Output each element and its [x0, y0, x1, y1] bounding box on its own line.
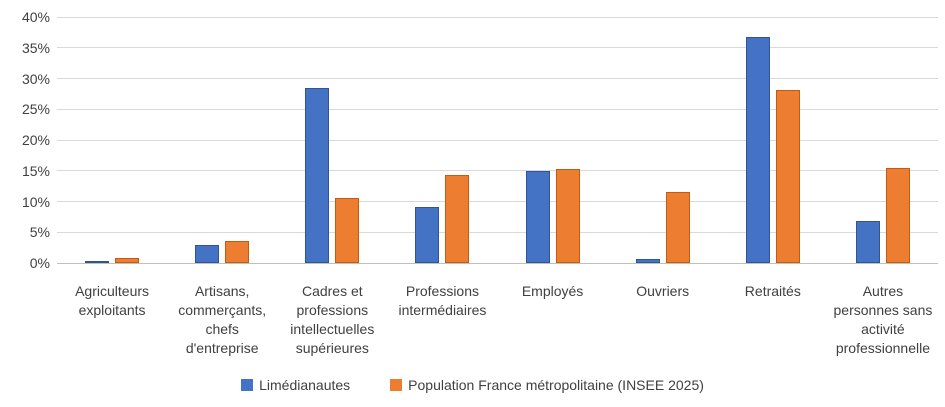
y-tick-label: 40%: [21, 9, 50, 25]
gridline: [57, 201, 938, 202]
x-axis-line: [57, 262, 938, 264]
gridline: [57, 170, 938, 172]
legend-item-series1: Population France métropolitaine (INSEE …: [390, 377, 704, 393]
bar-series1-cat5: [665, 191, 690, 263]
bar-group: [57, 17, 167, 263]
gridline: [57, 47, 938, 49]
y-tick-label: 0%: [29, 255, 50, 271]
x-axis-label: Autres personnes sans activité professio…: [833, 283, 933, 356]
gridline: [57, 78, 938, 79]
legend-label: Population France métropolitaine (INSEE …: [408, 377, 704, 393]
bar-group: [167, 17, 277, 263]
gridline: [57, 16, 938, 18]
bar-series1-cat6: [775, 90, 800, 263]
bar-group: [828, 17, 938, 263]
bar-group: [718, 17, 828, 263]
x-axis-label: Ouvriers: [636, 283, 690, 299]
y-tick-label: 35%: [21, 39, 50, 56]
bar-series0-cat3: [415, 207, 440, 263]
bar-group: [608, 17, 718, 263]
x-axis-label: Cadres et professions intellectuelles su…: [290, 283, 375, 356]
bar-group: [498, 17, 608, 263]
bar-series0-cat6: [745, 36, 770, 263]
bar-series1-cat2: [335, 197, 360, 263]
bar-series0-cat2: [305, 87, 330, 263]
x-axis-label: Retraités: [744, 283, 801, 299]
x-axis-label: Professions intermédiaires: [398, 283, 487, 318]
y-tick-label: 10%: [21, 193, 50, 210]
y-tick-label: 20%: [21, 132, 50, 148]
bar-series0-cat5: [635, 258, 660, 263]
bar-series1-cat1: [225, 241, 250, 263]
plot-area: [57, 16, 938, 264]
legend-swatch-icon: [390, 379, 403, 391]
bar-series1-cat7: [885, 167, 910, 263]
y-tick-label: 25%: [21, 101, 50, 118]
legend-item-series0: Limédianautes: [241, 377, 350, 393]
bar-series1-cat4: [555, 168, 580, 263]
bar-series0-cat1: [195, 245, 220, 263]
bar-series0-cat0: [85, 261, 110, 263]
bar-series1-cat3: [445, 175, 470, 263]
y-tick-label: 5%: [29, 224, 50, 241]
legend-swatch-icon: [241, 379, 254, 391]
x-axis-label: Artisans, commerçants, chefs d'entrepris…: [178, 283, 267, 356]
x-axis-label: Employés: [521, 283, 584, 299]
x-axis-label: Agriculteurs exploitants: [75, 283, 150, 318]
y-tick-label: 15%: [21, 162, 50, 179]
bars-row: [57, 17, 938, 263]
bar-group: [387, 17, 497, 263]
y-axis: 0% 5% 10% 15% 20% 25% 30% 35% 40%: [0, 0, 50, 300]
gridline: [57, 231, 938, 233]
bar-series0-cat4: [525, 171, 550, 263]
gridline: [57, 108, 938, 110]
legend-label: Limédianautes: [259, 377, 351, 393]
bar-group: [277, 17, 387, 263]
bar-series0-cat7: [855, 221, 880, 263]
x-axis-labels: Agriculteurs exploitants Artisans, commer…: [57, 282, 938, 358]
bar-series1-cat0: [115, 258, 140, 263]
gridline: [57, 139, 938, 141]
y-tick-label: 30%: [21, 70, 50, 87]
legend: Limédianautes Population France métropoli…: [0, 377, 945, 393]
